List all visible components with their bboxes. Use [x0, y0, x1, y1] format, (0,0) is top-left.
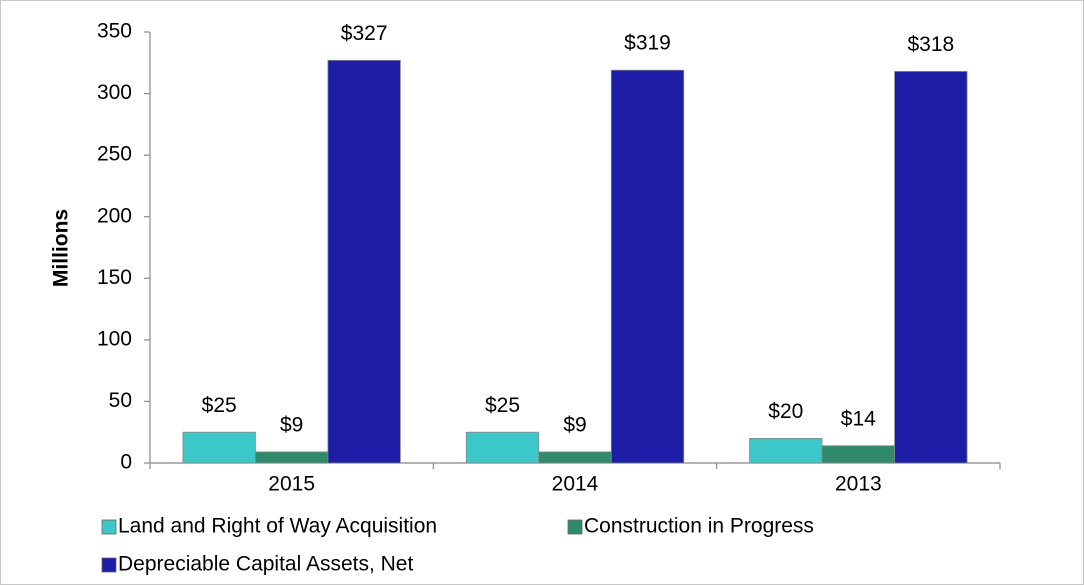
y-tick-label: 300 [97, 81, 132, 104]
x-tick-label: 2015 [268, 473, 315, 496]
legend-label: Land and Right of Way Acquisition [118, 515, 437, 538]
legend-swatch [101, 519, 117, 535]
legend-label: Construction in Progress [584, 515, 814, 538]
x-tick-label: 2013 [835, 473, 882, 496]
data-label: $20 [768, 400, 803, 423]
legend-label: Depreciable Capital Assets, Net [118, 553, 413, 576]
data-label: $25 [202, 394, 237, 417]
data-label: $25 [485, 394, 520, 417]
data-label: $318 [907, 33, 954, 56]
y-tick-label: 350 [97, 20, 132, 43]
bar [465, 431, 540, 464]
data-label: $14 [841, 407, 876, 430]
legend-swatch [567, 519, 583, 535]
y-tick-label: 200 [97, 204, 132, 227]
y-axis-label: Millions [50, 209, 73, 287]
bar [327, 59, 401, 464]
y-tick-label: 100 [97, 327, 132, 350]
y-tick-label: 250 [97, 143, 132, 166]
data-label: $9 [563, 413, 586, 436]
y-tick-label: 50 [109, 389, 132, 412]
bar [610, 69, 685, 464]
data-label: $319 [624, 32, 671, 55]
bar [894, 71, 968, 464]
bar [538, 451, 612, 464]
bar [255, 451, 329, 464]
y-tick-label: 150 [97, 266, 132, 289]
bar [182, 431, 256, 464]
legend-swatch [101, 557, 117, 573]
bar [749, 437, 823, 464]
data-label: $327 [341, 22, 388, 45]
bar [821, 445, 895, 464]
data-label: $9 [280, 413, 303, 436]
y-tick-label: 0 [120, 451, 132, 474]
x-tick-label: 2014 [552, 473, 599, 496]
